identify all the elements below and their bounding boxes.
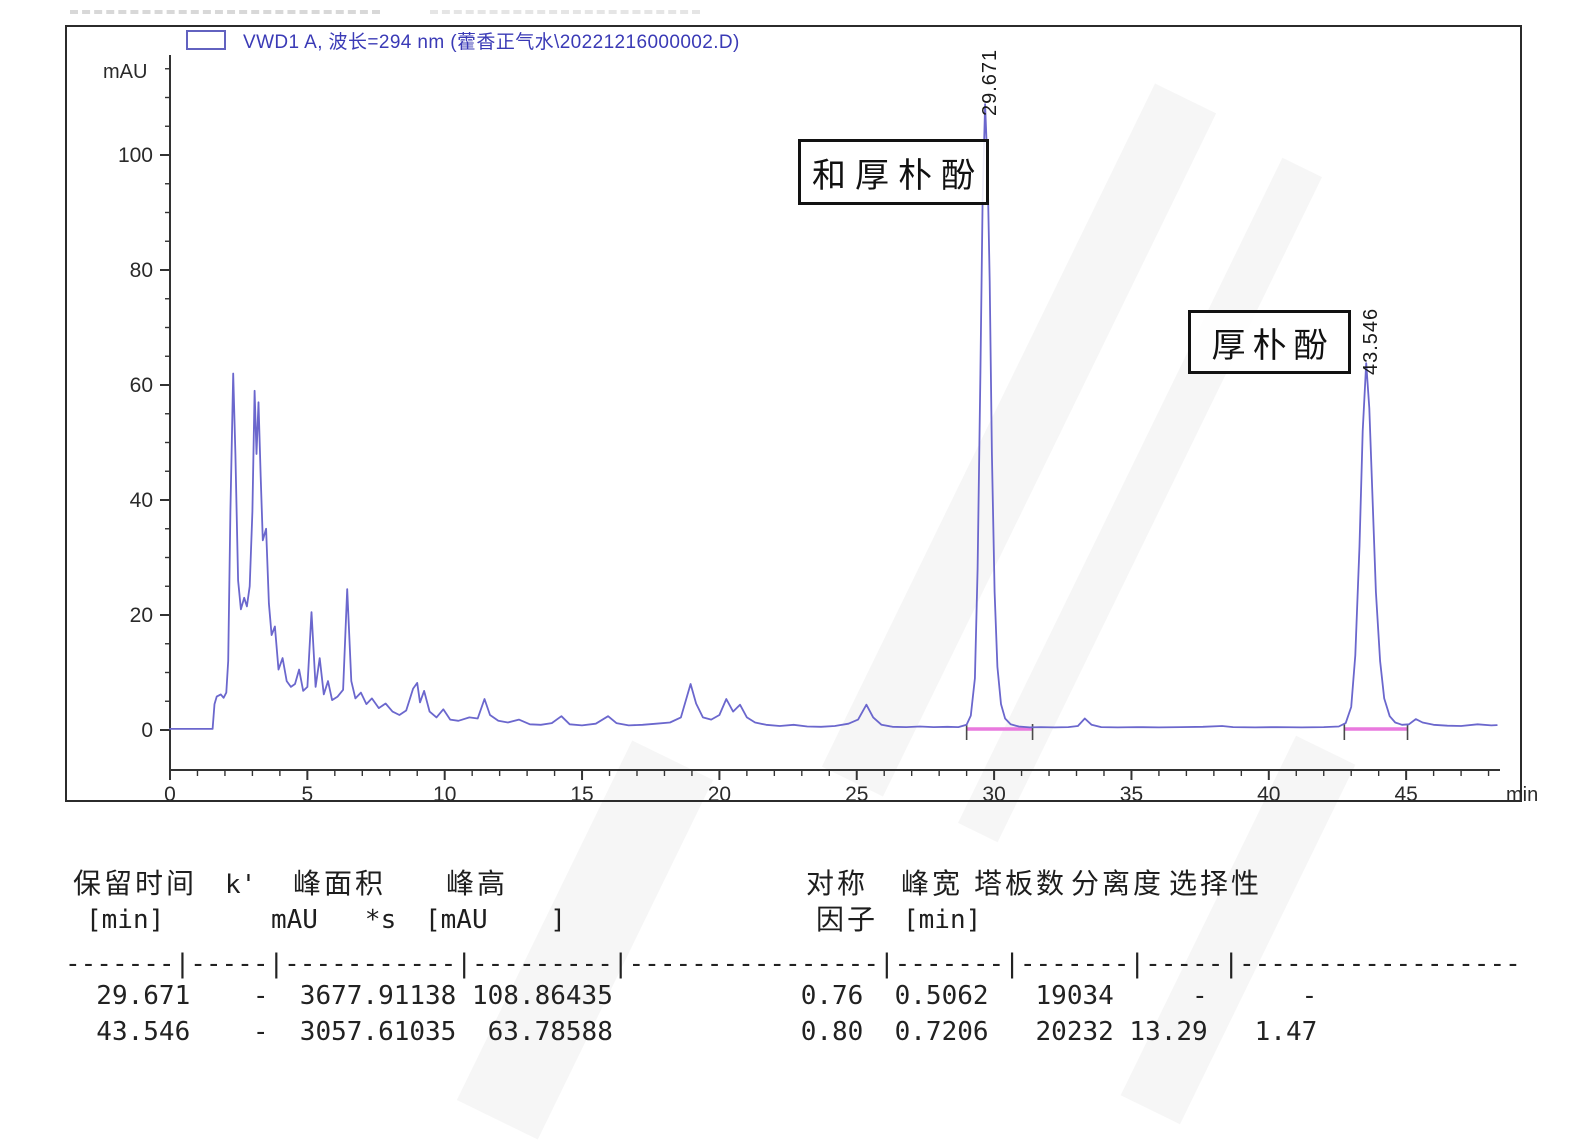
y-tick-label: 100 [118, 144, 153, 167]
x-tick-label: 15 [570, 783, 593, 806]
table-header-units: [min] [903, 905, 982, 935]
x-tick-label: 5 [302, 783, 314, 806]
x-axis-title: min [1506, 784, 1538, 806]
table-header: 分离度 [1071, 869, 1165, 900]
x-tick-label: 30 [982, 783, 1005, 806]
x-tick-label: 45 [1394, 783, 1417, 806]
table-header: 选择性 [1169, 869, 1263, 900]
table-header-units: 因子 [816, 905, 879, 936]
y-tick-label: 80 [130, 259, 153, 282]
peak-rt-label: 29.671 [979, 49, 1001, 116]
y-tick-label: 40 [130, 489, 153, 512]
table-separator: -------|-----|-----------|---------|----… [65, 949, 1521, 979]
x-tick-label: 20 [708, 783, 731, 806]
annotation-honokiol: 和厚朴酚 [798, 139, 989, 205]
table-header-units: [mAU ] [425, 905, 566, 935]
scan-artifact-line [430, 10, 700, 14]
table-header-units: [min] [86, 905, 165, 935]
table-header: 对称 [806, 869, 869, 900]
scan-artifact-line [70, 10, 380, 14]
table-header: 保留时间 [73, 869, 198, 900]
x-tick-label: 40 [1257, 783, 1280, 806]
chromatogram-plot: 0 20 40 60 80 100 0 5 10 15 20 25 30 35 40 45 mAU min 29.6… [103, 49, 1538, 806]
annotation-magnolol: 厚朴酚 [1188, 310, 1351, 374]
table-row: 43.546 - 3057.61035 63.78588 0.80 0.7206… [65, 1017, 1318, 1047]
y-axis-title: mAU [103, 61, 147, 83]
x-tick-label: 0 [164, 783, 176, 806]
x-tick-label: 25 [845, 783, 868, 806]
x-tick-label: 10 [433, 783, 456, 806]
table-row: 29.671 - 3677.91138 108.86435 0.76 0.506… [65, 981, 1318, 1011]
y-tick-label: 20 [130, 604, 153, 627]
x-tick-label: 35 [1120, 783, 1143, 806]
legend-label: VWD1 A, 波长=294 nm (藿香正气水\20221216000002.… [243, 32, 740, 53]
table-header: 塔板数 [974, 869, 1068, 900]
table-header: 峰面积 [293, 869, 387, 900]
table-header: 峰宽 [901, 869, 964, 900]
table-header: k' [225, 870, 257, 900]
chromatogram-panel [65, 25, 1522, 802]
table-header: 峰高 [446, 869, 509, 900]
peak-rt-label: 43.546 [1360, 308, 1382, 375]
table-header-units: mAU *s [271, 905, 397, 935]
legend-checkbox [186, 30, 226, 50]
y-tick-label: 0 [141, 719, 153, 742]
y-tick-label: 60 [130, 374, 153, 397]
